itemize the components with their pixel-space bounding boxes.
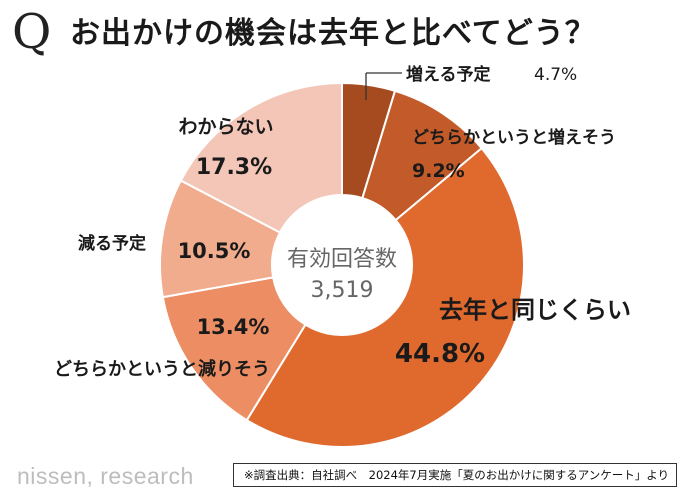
source-note: ※調査出典：自社調べ 2024年7月実施「夏のお出かけに関するアンケート」より (233, 463, 677, 487)
slice-labels: 増える予定 4.7% どちらかというと増えそう 9.2% 去年と同じくらい 44.8% どち… (54, 64, 631, 380)
slice-value-2: 9.2% (412, 160, 465, 182)
slice-label-4: どちらかというと減りそう (54, 358, 270, 380)
slice-value-5: 10.5% (178, 239, 251, 263)
slice-label-2: どちらかというと増えそう (412, 127, 616, 148)
question-mark-q: Q (12, 4, 52, 60)
slice-label-6: わからない (178, 116, 273, 138)
donut-slice-3 (245, 146, 525, 448)
slice-value-4: 13.4% (197, 315, 270, 339)
brand-logo: nissen, research (17, 463, 194, 489)
donut-slice-6 (179, 81, 343, 234)
center-value: 3,519 (311, 278, 374, 303)
slice-value-6: 17.3% (196, 155, 272, 180)
donut-slice-4 (161, 276, 307, 422)
slice-value-1: 4.7% (534, 65, 577, 85)
chart-title: お出かけの機会は去年と比べてどう？ (70, 16, 596, 51)
center-label: 有効回答数 (287, 247, 397, 272)
slice-label-3: 去年と同じくらい (439, 296, 631, 324)
slice-value-3: 44.8% (395, 339, 485, 369)
slice-label-1: 増える予定 (406, 64, 491, 85)
donut-slices (159, 81, 525, 448)
slice-label-5: 減る予定 (78, 233, 146, 254)
